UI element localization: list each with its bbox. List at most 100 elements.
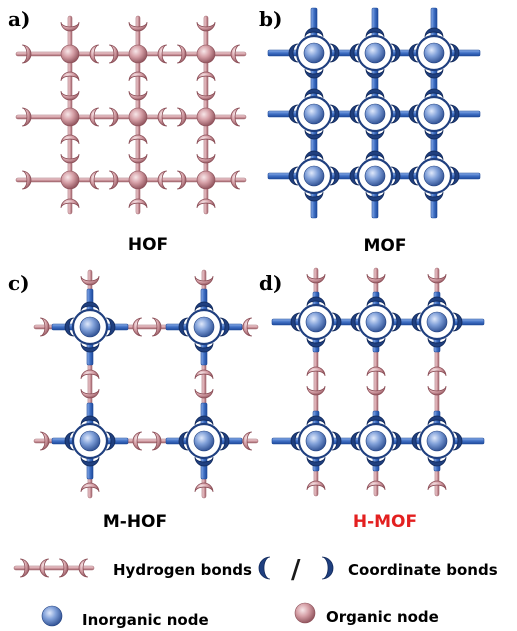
coordinate-bond-cup — [304, 88, 324, 99]
coordinate-bond-cup — [178, 317, 189, 337]
hydrogen-bond-cup — [306, 366, 326, 377]
hydrogen-bond-cup — [196, 134, 216, 145]
inorganic-node — [193, 316, 215, 338]
hydrogen-bond-cup — [19, 558, 30, 578]
coordinate-bond-cup — [80, 456, 100, 467]
inorganic-node — [303, 42, 325, 64]
panel-c-m-hof — [33, 269, 259, 499]
coordinate-bond-cup — [304, 68, 324, 79]
coordinate-bond-cup — [194, 456, 214, 467]
hydrogen-bond-cup — [80, 388, 100, 399]
coordinate-bond-cup — [452, 312, 463, 332]
coordinate-bond-cup — [427, 296, 447, 307]
coordinate-bond-cup — [350, 431, 361, 451]
inorganic-node — [426, 430, 448, 452]
legend-organic-node-label: Organic node — [326, 608, 439, 626]
hydrogen-bond-cup — [60, 21, 80, 32]
coordinate-bond-cup — [449, 104, 460, 124]
hydrogen-bond-cup — [128, 153, 148, 164]
hydrogen-bond-cup — [242, 431, 253, 451]
coordinate-bond-cup — [219, 431, 230, 451]
coordinate-bond-cup — [365, 150, 385, 161]
organic-node — [128, 107, 148, 127]
coordinate-bond-cup — [365, 27, 385, 38]
inorganic-node — [79, 430, 101, 452]
coordinate-bond-cup — [427, 415, 447, 426]
hydrogen-bond-cup — [194, 482, 214, 493]
coordinate-bond-cup — [329, 43, 340, 63]
inorganic-node — [305, 430, 327, 452]
panel-a-label: a) — [8, 7, 30, 31]
hydrogen-bond-cup — [108, 44, 119, 64]
hydrogen-bond-cup — [196, 90, 216, 101]
coordinate-bond-cup — [304, 129, 324, 140]
inorganic-node — [365, 430, 387, 452]
coordinate-bond-cup — [424, 27, 444, 38]
coordinate-bond-cup — [306, 296, 326, 307]
legend-slash: / — [291, 555, 301, 585]
inorganic-node — [79, 316, 101, 338]
coordinate-bond-cup — [80, 415, 100, 426]
coordinate-bond-cup — [219, 317, 230, 337]
hydrogen-bond-cup — [89, 170, 100, 190]
hydrogen-bond-cup — [80, 369, 100, 380]
coordinate-bond-cup — [80, 301, 100, 312]
hydrogen-bond-cup — [194, 275, 214, 286]
hydrogen-bond-cup — [89, 107, 100, 127]
inorganic-node — [426, 311, 448, 333]
inorganic-node — [193, 430, 215, 452]
coordinate-bond-cup — [306, 337, 326, 348]
hydrogen-bond-cup — [128, 198, 148, 209]
hydrogen-bond-cup — [427, 366, 447, 377]
inorganic-node — [364, 42, 386, 64]
coordinate-bond-cup — [349, 43, 360, 63]
hydrogen-bond-cup — [128, 21, 148, 32]
coordinate-bond-cup — [194, 415, 214, 426]
inorganic-node — [364, 103, 386, 125]
hydrogen-bond-cup — [196, 198, 216, 209]
panel-d-h-mof — [271, 267, 485, 497]
coordinate-bond-cup — [304, 191, 324, 202]
coordinate-bond-cup — [331, 312, 342, 332]
hydrogen-bond-cup — [128, 71, 148, 82]
coordinate-bond-cup — [329, 166, 340, 186]
hydrogen-bond-cup — [230, 107, 241, 127]
inorganic-node — [305, 311, 327, 333]
hydrogen-bond-cup — [242, 317, 253, 337]
panel-c-label: c) — [8, 271, 30, 295]
coordinate-bond-cup — [304, 150, 324, 161]
hydrogen-bond-cup — [60, 198, 80, 209]
hydrogen-bond-cup — [194, 369, 214, 380]
coordinate-bond-cup — [391, 312, 402, 332]
hydrogen-bond-cup — [176, 44, 187, 64]
hydrogen-bond-cup — [21, 44, 32, 64]
hydrogen-bond-cup — [157, 44, 168, 64]
legend-coordinate-bonds-label: Coordinate bonds — [348, 561, 498, 579]
hydrogen-bond-cup — [89, 44, 100, 64]
coordinate-bond-cup — [365, 68, 385, 79]
coordinate-bond-cup — [365, 129, 385, 140]
panel-c-title: M-HOF — [103, 512, 167, 532]
organic-node — [60, 170, 80, 190]
coordinate-bond-cup — [366, 456, 386, 467]
coordinate-bond-cup — [365, 88, 385, 99]
coordinate-bond-cup — [424, 88, 444, 99]
organic-node — [196, 44, 216, 64]
hydrogen-bond-cup — [194, 388, 214, 399]
coordinate-bond-cup — [258, 556, 271, 580]
coordinate-bond-cup — [64, 431, 75, 451]
organic-linker — [13, 565, 95, 571]
legend-inorganic-node-label: Inorganic node — [82, 611, 209, 629]
coordinate-bond-cup — [329, 104, 340, 124]
coordinate-bond-cup — [290, 431, 301, 451]
hydrogen-bond-cup — [366, 480, 386, 491]
hydrogen-bond-cup — [176, 107, 187, 127]
coordinate-bond-cup — [290, 312, 301, 332]
hydrogen-bond-cup — [39, 431, 50, 451]
coordinate-bond-cup — [449, 43, 460, 63]
hydrogen-bond-cup — [78, 558, 89, 578]
organic-node — [294, 602, 316, 624]
hydrogen-bond-cup — [132, 317, 143, 337]
organic-node — [196, 170, 216, 190]
panel-b-title: MOF — [364, 236, 407, 256]
